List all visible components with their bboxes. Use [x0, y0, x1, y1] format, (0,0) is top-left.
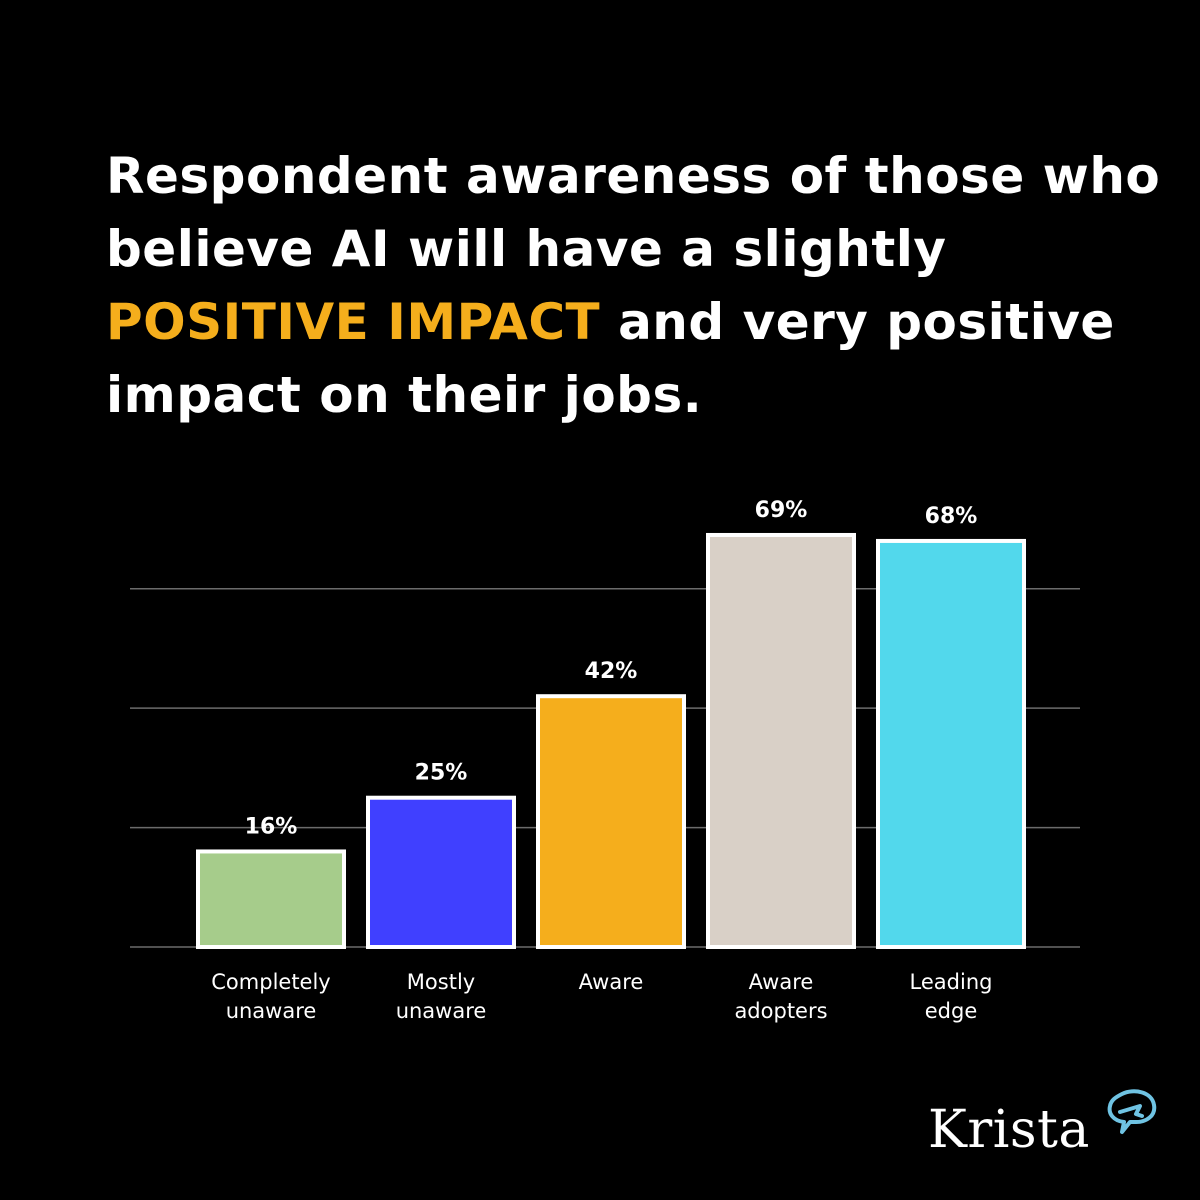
chart-title: Respondent awareness of those who believ…: [106, 140, 1166, 432]
category-label: adopters: [734, 999, 827, 1023]
bar: [366, 795, 516, 950]
data-label: 68%: [925, 504, 978, 529]
category-label: Aware: [749, 970, 814, 994]
title-line-4: impact on their jobs.: [106, 366, 703, 424]
category-label: Completely: [211, 970, 330, 994]
data-label: 25%: [415, 761, 468, 786]
bar: [536, 694, 686, 950]
title-highlight: POSITIVE IMPACT: [106, 293, 601, 351]
category-label: Leading: [910, 970, 993, 994]
title-line-1: Respondent awareness of those who: [106, 147, 1161, 205]
title-line-2: believe AI will have a slightly: [106, 220, 947, 278]
brand-name: Krista: [928, 1100, 1090, 1160]
bar: [876, 538, 1026, 949]
bar: [706, 532, 856, 949]
bar: [196, 849, 346, 950]
category-label: Aware: [579, 970, 644, 994]
data-label: 42%: [585, 659, 638, 684]
category-label: Mostly: [407, 970, 475, 994]
category-label: unaware: [226, 999, 317, 1023]
data-label: 16%: [245, 814, 298, 839]
category-label: edge: [925, 999, 978, 1023]
data-label: 69%: [755, 498, 808, 523]
title-line-3-rest: and very positive: [600, 293, 1115, 351]
category-label: unaware: [396, 999, 487, 1023]
krista-logo: Krista: [928, 1088, 1168, 1168]
speech-bubble-arrow-icon: [1107, 1089, 1157, 1134]
